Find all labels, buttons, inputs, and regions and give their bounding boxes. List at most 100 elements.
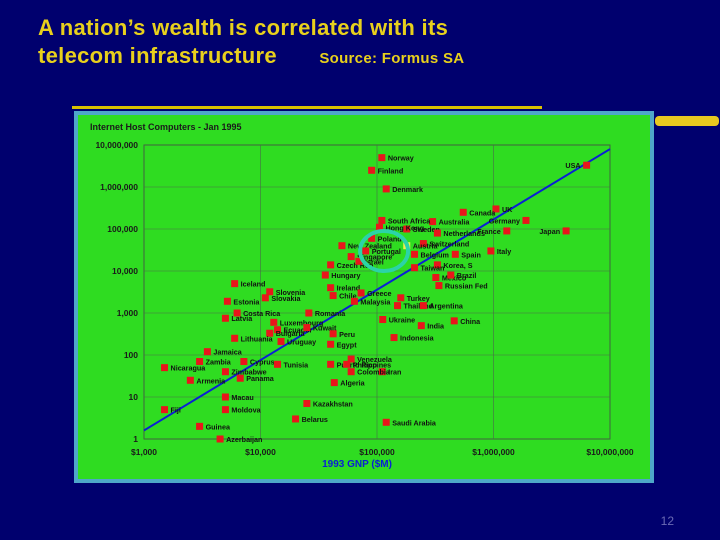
data-point-marker bbox=[432, 274, 440, 282]
trend-line bbox=[143, 148, 611, 432]
decorative-tail bbox=[655, 116, 719, 126]
data-point-marker bbox=[378, 154, 386, 162]
data-point-marker bbox=[161, 406, 169, 414]
data-point-marker bbox=[492, 205, 500, 213]
title-line-2: telecom infrastructure bbox=[38, 43, 277, 68]
data-point-label: Poland bbox=[378, 234, 402, 243]
scatter-chart: $1,000 $10,000 $100,000 $1,000,000 $10,000,0… bbox=[90, 122, 634, 470]
data-point-marker bbox=[216, 435, 224, 443]
data-point-label: Finland bbox=[378, 166, 404, 175]
data-point-label: Belgium bbox=[421, 250, 449, 259]
data-point-label: Mexico bbox=[442, 274, 467, 283]
data-point-marker bbox=[327, 284, 335, 292]
data-point-marker bbox=[382, 418, 390, 426]
data-point-marker bbox=[292, 415, 300, 423]
source-label: Source: Formus SA bbox=[319, 50, 465, 67]
data-point-marker bbox=[196, 358, 204, 366]
data-point-marker bbox=[368, 166, 376, 174]
data-point-marker bbox=[221, 368, 229, 376]
data-point-label: Armenia bbox=[196, 376, 226, 385]
data-point-marker bbox=[231, 280, 239, 288]
data-point-label: Czech Rep bbox=[337, 261, 374, 270]
data-point-label: Hungary bbox=[331, 271, 360, 280]
x-tick-label: $10,000 bbox=[245, 447, 276, 457]
data-point-label: Greece bbox=[367, 289, 391, 298]
data-point-label: Ireland bbox=[337, 284, 361, 293]
data-point-label: Tunisia bbox=[284, 360, 310, 369]
data-point-label: Ecuador bbox=[284, 326, 313, 335]
data-point-marker bbox=[161, 364, 169, 372]
data-point-marker bbox=[459, 208, 467, 216]
data-point-label: Nicaragua bbox=[171, 364, 207, 373]
page-number: 12 bbox=[660, 514, 674, 528]
data-point-marker bbox=[522, 216, 530, 224]
data-point-label: Israel bbox=[365, 257, 384, 266]
data-point-marker bbox=[266, 329, 274, 337]
data-point-marker bbox=[231, 334, 239, 342]
data-point-label: Kazakhstan bbox=[313, 400, 353, 409]
data-point-label: Denmark bbox=[392, 185, 423, 194]
data-point-marker bbox=[266, 288, 274, 296]
x-tick-label: $1,000,000 bbox=[472, 447, 515, 457]
data-point-label: Korea, S bbox=[443, 261, 472, 270]
data-point-marker bbox=[362, 247, 370, 255]
data-point-label: UK bbox=[502, 205, 513, 214]
data-point-marker bbox=[433, 229, 441, 237]
data-point-label: Zambia bbox=[206, 358, 232, 367]
data-point-marker bbox=[435, 282, 443, 290]
data-point-marker bbox=[583, 161, 591, 169]
data-point-marker bbox=[419, 240, 427, 248]
data-point-marker bbox=[303, 400, 311, 408]
data-point-label: Ukraine bbox=[389, 316, 415, 325]
data-point-label: Zimbabwe bbox=[231, 368, 266, 377]
y-tick-label: 10,000 bbox=[112, 266, 138, 276]
data-point-marker bbox=[379, 316, 387, 324]
data-point-marker bbox=[321, 271, 329, 279]
data-point-label: Belarus bbox=[302, 415, 328, 424]
data-point-marker bbox=[196, 422, 204, 430]
data-point-marker bbox=[451, 250, 459, 258]
data-point-marker bbox=[378, 216, 386, 224]
data-point-label: Panama bbox=[246, 374, 275, 383]
data-point-label: Portugal bbox=[372, 247, 401, 256]
data-point-marker bbox=[397, 294, 405, 302]
data-point-marker bbox=[347, 355, 355, 363]
data-point-marker bbox=[329, 292, 337, 300]
data-point-marker bbox=[378, 368, 386, 376]
data-point-marker bbox=[240, 358, 248, 366]
data-point-marker bbox=[270, 318, 278, 326]
data-point-marker bbox=[236, 374, 244, 382]
data-point-marker bbox=[562, 227, 570, 235]
data-point-label: Latvia bbox=[231, 314, 253, 323]
data-point-label: Austria bbox=[413, 242, 439, 251]
data-point-marker bbox=[350, 297, 358, 305]
data-point-label: Japan bbox=[539, 227, 560, 236]
highlight-circle bbox=[358, 228, 411, 273]
data-point-label: Kuwait bbox=[313, 324, 337, 333]
data-point-marker bbox=[233, 309, 241, 317]
data-point-label: Hong Kong bbox=[385, 223, 424, 232]
data-point-label: Uruguay bbox=[287, 337, 316, 346]
data-point-label: Norway bbox=[388, 154, 414, 163]
data-point-label: India bbox=[427, 322, 445, 331]
data-point-label: Puerto Rico bbox=[337, 360, 378, 369]
data-point-marker bbox=[277, 337, 285, 345]
y-tick-label: 100 bbox=[124, 350, 138, 360]
data-point-label: Saudi Arabia bbox=[392, 418, 437, 427]
data-point-marker bbox=[221, 393, 229, 401]
data-point-label: Spain bbox=[461, 250, 481, 259]
data-point-marker bbox=[274, 326, 282, 334]
decorative-rule bbox=[72, 106, 542, 109]
data-point-marker bbox=[338, 242, 346, 250]
data-point-marker bbox=[503, 227, 511, 235]
data-point-label: Slovakia bbox=[271, 294, 301, 303]
data-point-label: South Africa bbox=[388, 216, 431, 225]
data-point-label: Russian Fed bbox=[445, 282, 488, 291]
data-point-marker bbox=[327, 360, 335, 368]
data-point-marker bbox=[357, 289, 365, 297]
data-point-marker bbox=[327, 340, 335, 348]
data-point-label: Estonia bbox=[233, 297, 260, 306]
x-tick-label: $1,000 bbox=[131, 447, 157, 457]
data-point-label: Lithuania bbox=[241, 334, 274, 343]
data-point-label: Bulgaria bbox=[276, 329, 306, 338]
